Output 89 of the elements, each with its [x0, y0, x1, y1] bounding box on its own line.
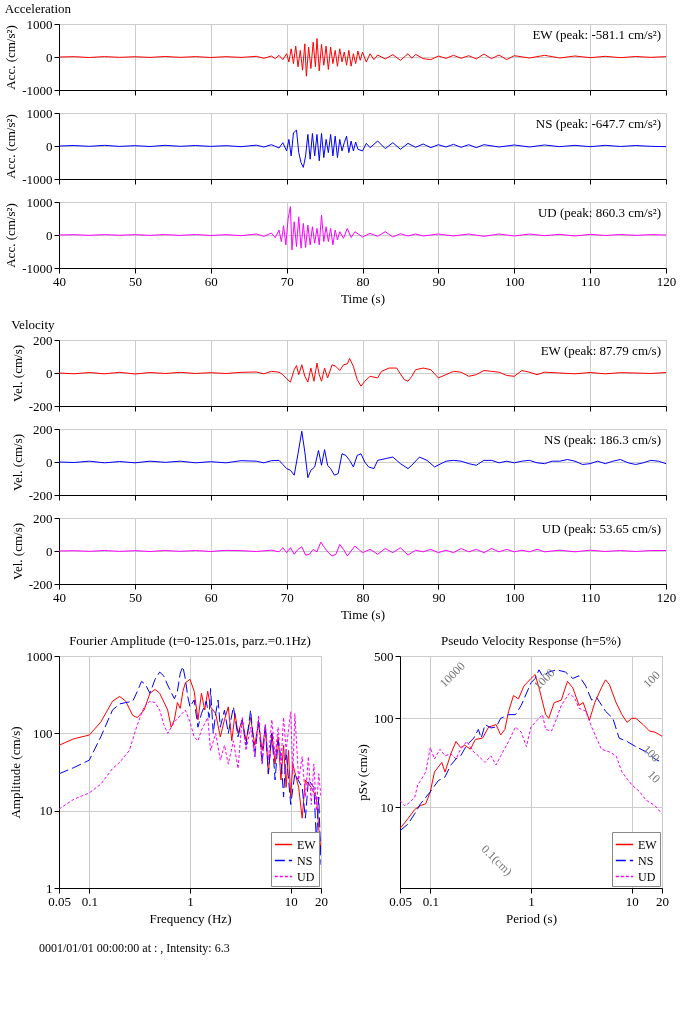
legend-label: NS	[297, 853, 313, 868]
y-axis-title: Vel. (cm/s)	[9, 522, 25, 581]
y-tick-label: 0	[46, 543, 53, 559]
line-series	[59, 541, 666, 557]
x-axis-title: Period (s)	[506, 910, 557, 926]
series-label: UD (peak: 860.3 cm/s²)	[537, 205, 661, 220]
y-tick-label: 0	[46, 454, 53, 470]
x-tick-label: 70	[280, 273, 294, 289]
y-tick-label: -200	[28, 576, 53, 592]
x-axis-title: Frequency (Hz)	[149, 910, 232, 926]
series-label: EW (peak: 87.79 cm/s)	[540, 343, 661, 358]
x-tick-label: 20	[656, 893, 669, 909]
y-axis-title: pSv (cm/s)	[355, 744, 370, 801]
x-tick-label: 60	[204, 273, 218, 289]
y-tick-label: 0	[46, 138, 53, 154]
y-tick-label: 500	[374, 648, 394, 664]
x-tick-label: 40	[53, 273, 66, 289]
y-axis-title: Amplitude (cm/s)	[7, 726, 23, 819]
x-axis-title: Time (s)	[341, 290, 385, 306]
legend-label: UD	[638, 869, 656, 884]
legend-label: NS	[638, 853, 654, 868]
text: 0001/01/01 00:00:00 at : , Intensity: 6.3	[39, 941, 230, 955]
y-axis-title: Acc. (cm/s²)	[3, 25, 19, 90]
y-axis-title: Acc. (cm/s²)	[3, 114, 19, 179]
y-tick-label: -200	[28, 487, 53, 503]
y-tick-label: 1000	[26, 194, 53, 210]
legend-label: UD	[297, 869, 315, 884]
y-tick-label: -200	[28, 398, 53, 414]
x-tick-label: 10	[284, 893, 298, 909]
chart-title: Fourier Amplitude (t=0-125.01s, parz.=0.1Hz)	[69, 633, 311, 648]
y-tick-label: 200	[33, 421, 53, 437]
y-tick-label: 100	[374, 710, 394, 726]
series-label: UD (peak: 53.65 cm/s)	[541, 521, 661, 536]
y-tick-label: 200	[33, 510, 53, 526]
chart-title: Pseudo Velocity Response (h=5%)	[440, 633, 622, 648]
x-tick-label: 0.05	[48, 893, 71, 909]
x-tick-label: 80	[356, 273, 370, 289]
y-axis-title: Acc. (cm/s²)	[3, 203, 19, 268]
x-tick-label: 50	[128, 589, 142, 605]
y-tick-label: 0	[46, 365, 53, 381]
x-tick-label: 120	[656, 273, 677, 289]
x-tick-label: 1	[187, 893, 194, 909]
x-tick-label: 90	[432, 273, 446, 289]
line-series	[59, 129, 666, 168]
x-tick-label: 90	[432, 589, 446, 605]
x-tick-label: 70	[280, 589, 294, 605]
series-label: EW (peak: -581.1 cm/s²)	[532, 27, 661, 42]
y-tick-label: 10	[380, 799, 394, 815]
annotation: 100	[640, 742, 663, 765]
y-tick-label: 1000	[26, 105, 53, 121]
x-tick-label: 0.05	[389, 893, 412, 909]
x-tick-label: 100	[505, 589, 525, 605]
series-label: NS (peak: 186.3 cm/s)	[544, 432, 661, 447]
y-axis-title: Vel. (cm/s)	[9, 433, 25, 492]
chart-title: Velocity	[11, 317, 55, 332]
y-tick-label: -1000	[22, 82, 53, 98]
series-label: NS (peak: -647.7 cm/s²)	[535, 116, 661, 131]
annotation: 100	[640, 667, 663, 691]
x-tick-label: 80	[356, 589, 370, 605]
y-tick-label: 1000	[26, 16, 53, 32]
line-series	[59, 358, 666, 387]
line-series	[59, 206, 666, 251]
y-tick-label: 0	[46, 49, 53, 65]
x-tick-label: 110	[581, 273, 601, 289]
legend-label: EW	[297, 837, 317, 852]
x-tick-label: 0.1	[422, 893, 439, 909]
chart-title: Acceleration	[4, 1, 72, 16]
y-tick-label: -1000	[22, 171, 53, 187]
y-axis-title: Vel. (cm/s)	[9, 344, 25, 403]
legend-label: EW	[638, 837, 658, 852]
y-tick-label: 10	[39, 803, 53, 819]
y-tick-label: 1	[46, 880, 53, 896]
x-tick-label: 60	[204, 589, 218, 605]
annotation: 10	[644, 767, 664, 786]
y-tick-label: -1000	[22, 260, 53, 276]
y-tick-label: 200	[33, 332, 53, 348]
x-tick-label: 10	[625, 893, 639, 909]
x-tick-label: 100	[505, 273, 525, 289]
y-tick-label: 0	[46, 227, 53, 243]
x-tick-label: 50	[128, 273, 142, 289]
y-tick-label: 1000	[26, 648, 53, 664]
x-tick-label: 1	[528, 893, 535, 909]
x-tick-label: 120	[656, 589, 677, 605]
x-tick-label: 40	[53, 589, 66, 605]
x-tick-label: 0.1	[81, 893, 98, 909]
x-axis-title: Time (s)	[341, 606, 385, 622]
x-tick-label: 20	[315, 893, 328, 909]
y-tick-label: 100	[33, 725, 53, 741]
x-tick-label: 110	[581, 589, 601, 605]
